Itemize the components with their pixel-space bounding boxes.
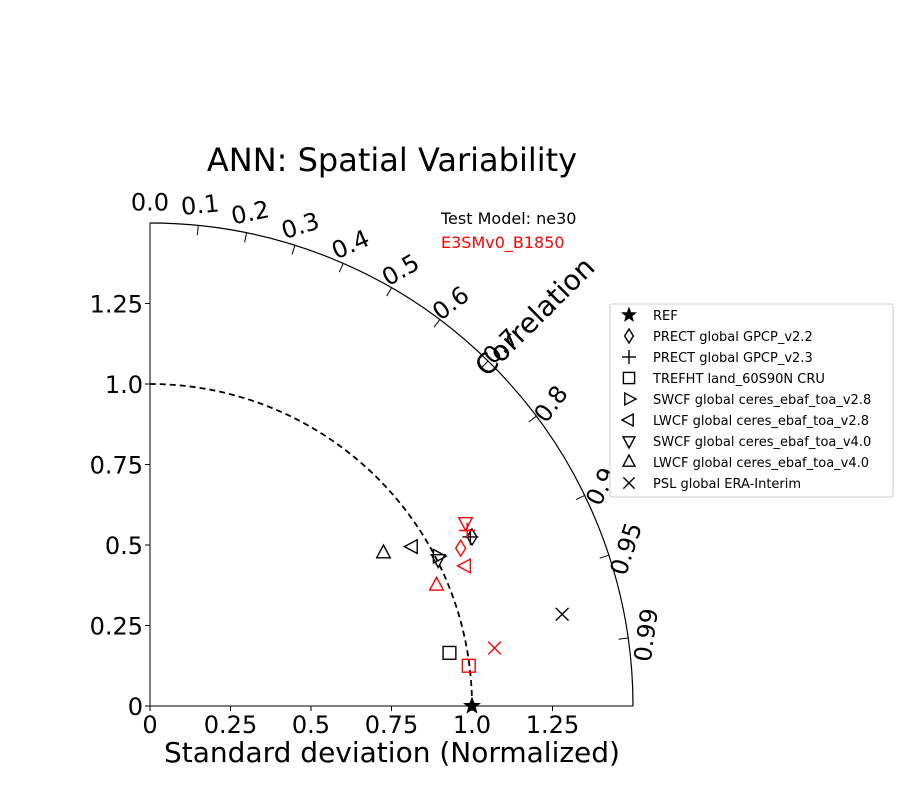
x-axis-label: Standard deviation (Normalized) [164,736,620,769]
legend-label: PSL global ERA-Interim [653,477,801,492]
data-point-ref-x [487,641,502,655]
correlation-tick [575,495,585,501]
legend-marker-triangle-down [621,436,637,450]
data-point-ref-square [461,658,476,673]
x-tick-label: 1.25 [526,711,579,739]
legend-marker-diamond [623,327,635,345]
legend-label: PRECT global GPCP_v2.3 [653,351,813,366]
data-point-ref-triangle-up [428,575,445,591]
legend-label: SWCF global ceres_ebaf_toa_v4.0 [653,435,871,450]
correlation-tick-label: 0.6 [427,281,474,326]
x-tick-label: 0.5 [292,711,330,739]
y-tick-label: 0.25 [90,613,143,641]
correlation-tick-label: 0.8 [528,380,573,427]
legend-marker-x [622,476,636,490]
correlation-label: Correlation [468,251,601,383]
legend-label: PRECT global GPCP_v2.2 [653,330,813,345]
data-point-test-star [463,696,481,714]
x-tick-label: 0.25 [204,711,257,739]
y-tick-label: 1.25 [90,291,143,319]
reference-arc [149,383,473,707]
correlation-tick [433,319,441,328]
legend-label: LWCF global ceres_ebaf_toa_v2.8 [653,414,869,429]
data-point-ref-triangle-down [457,516,474,532]
correlation-tick [244,232,248,243]
correlation-tick [618,637,629,640]
x-tick-label: 0 [142,711,157,739]
y-tick-label: 0 [128,693,143,721]
y-tick-label: 0.75 [90,452,143,480]
legend-marker-triangle-right [624,391,638,407]
correlation-tick [196,225,199,236]
correlation-tick [599,554,610,559]
data-point-test-x [555,607,570,622]
ref-model-label: E3SMv0_B1850 [441,233,565,253]
axes: 0 0.25 0.5 0.75 1.0 1.25 0 0.25 0.5 0.75 1.0 1.25 [90,222,634,739]
legend-marker-star [620,306,638,322]
correlation-tick-label: 0.95 [605,519,648,579]
legend: REF PRECT global GPCP_v2.2 PRECT global GP… [609,303,894,498]
legend-label: TREFHT land_60S90N CRU [652,372,825,387]
legend-marker-triangle-left [620,412,634,428]
data-point-test-triangle-left [402,538,418,555]
correlation-tick-label: 0.2 [229,195,272,230]
data-point-test-diamond [466,527,478,547]
test-model-label: Test Model: ne30 [440,209,576,228]
data-point-test-triangle-up [375,543,392,559]
outer-arc [149,222,634,707]
correlation-tick-label: 0.5 [377,248,424,291]
x-tick-label: 0.75 [365,711,418,739]
correlation-tick [528,415,537,423]
legend-marker-plus [622,350,636,364]
legend-label: REF [653,309,678,324]
correlation-tick-label: 0.3 [278,207,323,245]
legend-marker-triangle-up [621,453,637,467]
correlation-tick-label: 0.99 [629,607,664,664]
data-point-ref-diamond [454,538,467,558]
correlation-tick [338,263,344,273]
chart-title: ANN: Spatial Variability [207,141,577,179]
legend-marker-square [622,371,636,385]
data-point-test-triangle-right [432,548,448,565]
legend-label: LWCF global ceres_ebaf_toa_v4.0 [653,456,869,471]
data-point-ref-triangle-left [456,557,472,574]
legend-box [609,303,894,498]
correlation-tick [291,245,296,255]
data-point-ref-plus [459,522,476,539]
correlation-tick [386,287,392,297]
data-points [375,516,570,714]
y-tick-label: 0.5 [105,532,143,560]
x-tick-label: 1.0 [453,711,491,739]
data-point-test-square [442,645,457,660]
correlation-tick [480,360,489,369]
data-point-test-plus [462,528,479,545]
legend-label: SWCF global ceres_ebaf_toa_v2.8 [653,393,871,408]
correlation-tick-label: 0.1 [180,189,221,221]
y-tick-label: 1.0 [105,371,143,399]
correlation-ticks: 0.0 0.1 0.2 0.3 0.40.50.60.70.80.90.950.99Co… [131,189,664,664]
correlation-tick-label: 0.0 [131,189,169,217]
data-point-test-triangle-down [430,553,447,569]
